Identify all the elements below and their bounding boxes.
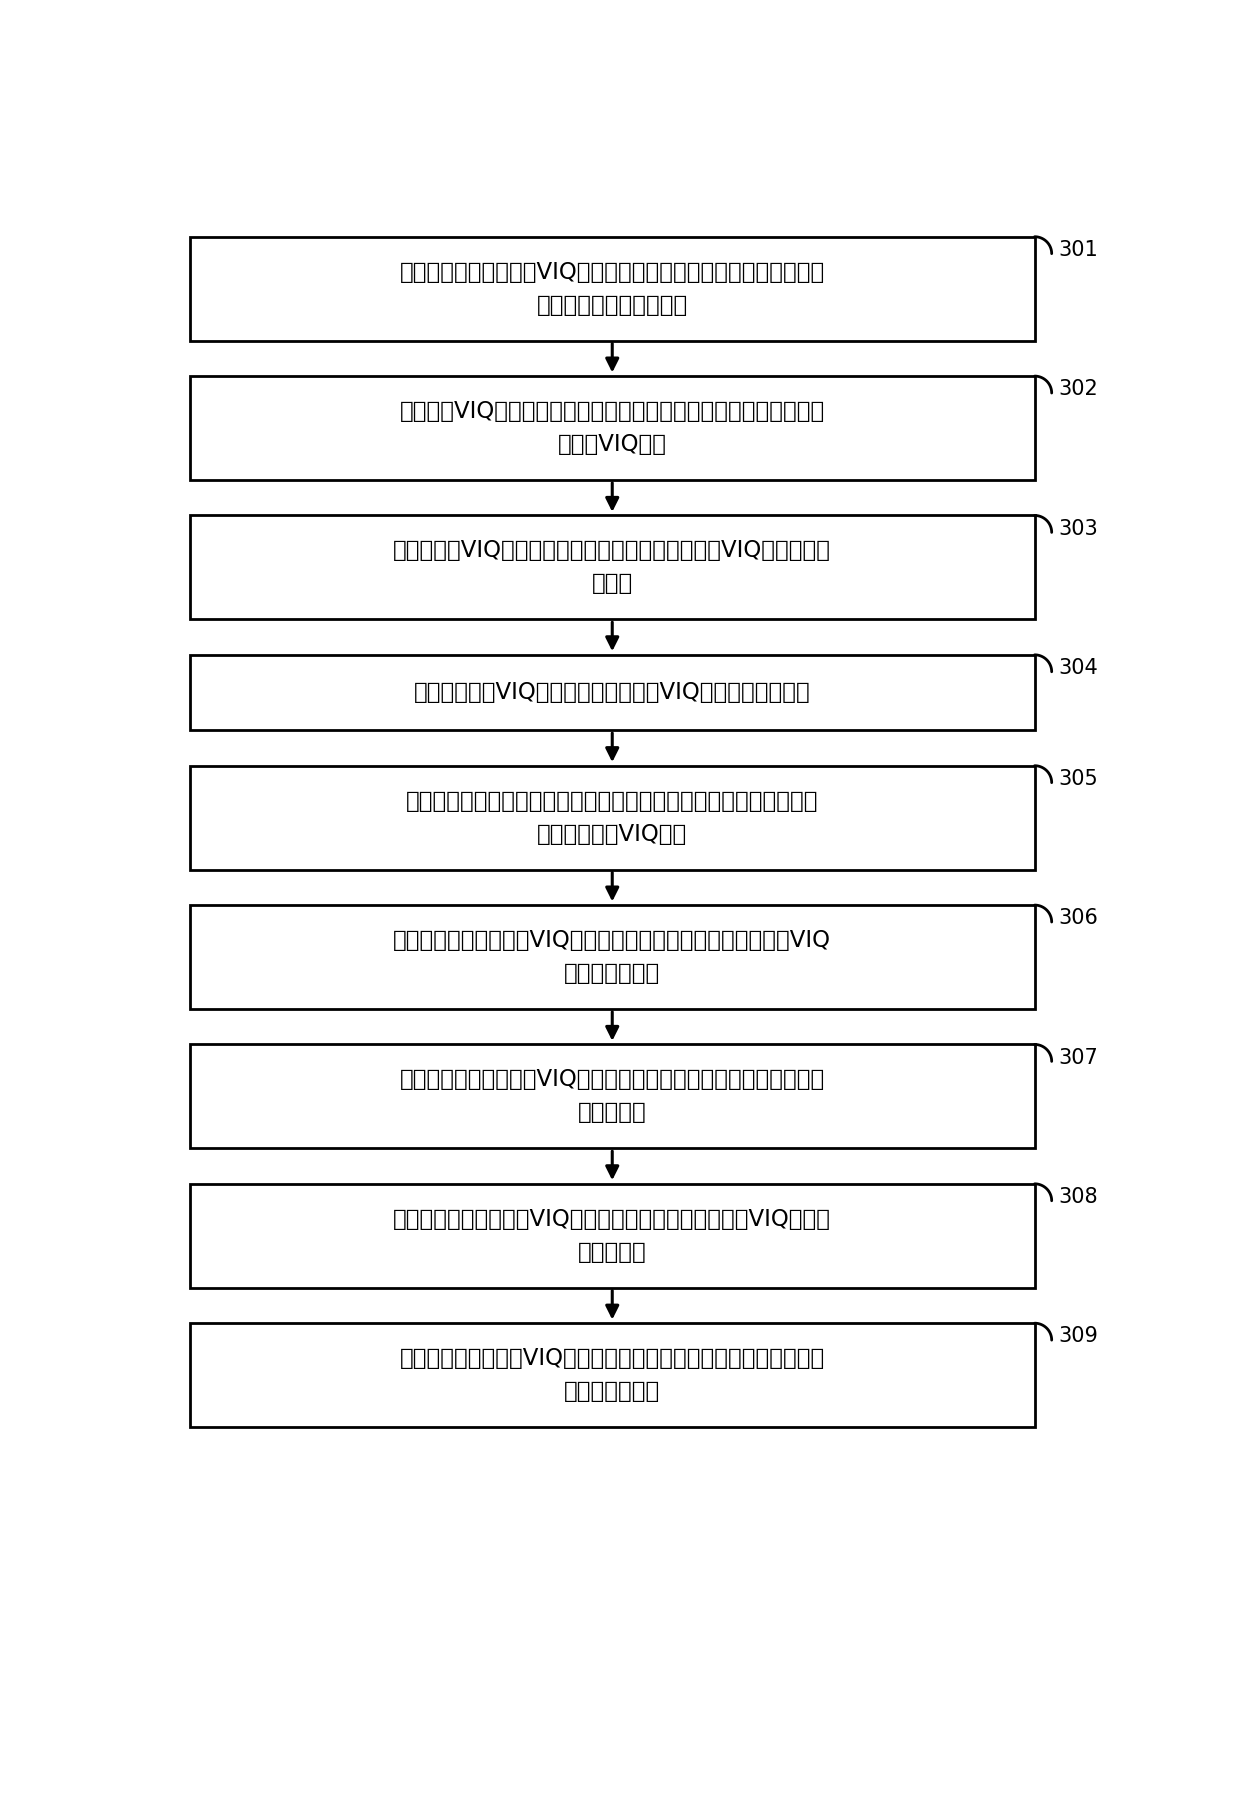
Text: 302: 302	[1058, 378, 1097, 400]
Text: 308: 308	[1058, 1187, 1097, 1207]
Text: 305: 305	[1058, 769, 1097, 789]
FancyBboxPatch shape	[190, 1045, 1034, 1148]
Text: 307: 307	[1058, 1047, 1097, 1067]
Text: 304: 304	[1058, 658, 1097, 678]
FancyBboxPatch shape	[190, 1323, 1034, 1427]
Text: 309: 309	[1058, 1327, 1097, 1347]
FancyBboxPatch shape	[190, 1183, 1034, 1287]
Text: 根据所述第二级存储的流量控制和利用保序算法得到符合条件的所述
至少一个第二VIQ链表: 根据所述第二级存储的流量控制和利用保序算法得到符合条件的所述 至少一个第二VIQ…	[405, 789, 818, 846]
Text: 将所述至少一个第二VIQ链表的队首报文和所述目的端口信息一起发
送到第二级存储: 将所述至少一个第二VIQ链表的队首报文和所述目的端口信息一起发 送到第二级存储	[399, 1347, 825, 1404]
Text: 根据所述至少一个第二VIQ链表的头指针得到所述至少一个第二VIQ
链表的队首报文: 根据所述至少一个第二VIQ链表的头指针得到所述至少一个第二VIQ 链表的队首报文	[393, 929, 831, 984]
Text: 根据第一VIQ链表的节点信息和队首报文的目的端口信息建立至少一
个第二VIQ链表: 根据第一VIQ链表的节点信息和队首报文的目的端口信息建立至少一 个第二VIQ链表	[399, 400, 825, 455]
Text: 301: 301	[1058, 240, 1097, 260]
FancyBboxPatch shape	[190, 654, 1034, 730]
FancyBboxPatch shape	[190, 515, 1034, 619]
Text: 更新所述第一VIQ链表，得到所述第一VIQ链表的新的头指针: 更新所述第一VIQ链表，得到所述第一VIQ链表的新的头指针	[414, 681, 811, 705]
Text: 更新所述至少一个第二VIQ链表，得到所述至少一个第二VIQ链表的
新的头指针: 更新所述至少一个第二VIQ链表，得到所述至少一个第二VIQ链表的 新的头指针	[393, 1208, 831, 1264]
Text: 306: 306	[1058, 909, 1097, 929]
Text: 释放所述至少一个第二VIQ链表的头指针给所述本体随机存取存储器
的空闲链表: 释放所述至少一个第二VIQ链表的头指针给所述本体随机存取存储器 的空闲链表	[399, 1069, 825, 1124]
FancyBboxPatch shape	[190, 237, 1034, 341]
Text: 利用保序算法确定第一VIQ链表中的队首报文后，查询路由得到所述
队首报文的目的端口信息: 利用保序算法确定第一VIQ链表中的队首报文后，查询路由得到所述 队首报文的目的端…	[399, 260, 825, 317]
FancyBboxPatch shape	[190, 766, 1034, 870]
Text: 303: 303	[1058, 518, 1097, 538]
FancyBboxPatch shape	[190, 377, 1034, 481]
FancyBboxPatch shape	[190, 905, 1034, 1009]
Text: 将所述第一VIQ链表的头指针作为所述至少一个第二VIQ链表的新的
尾指针: 将所述第一VIQ链表的头指针作为所述至少一个第二VIQ链表的新的 尾指针	[393, 540, 831, 595]
